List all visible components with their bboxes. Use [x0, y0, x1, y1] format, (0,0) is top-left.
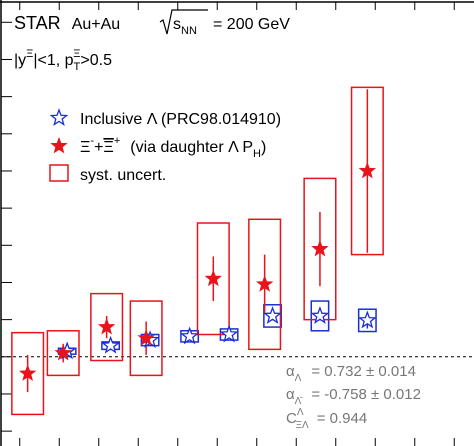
annotation-c-coefficient: CΛ ΞΛ = 0.944	[286, 407, 367, 431]
annotation-alpha-lambda: αΛ = 0.732 ± 0.014	[286, 363, 416, 384]
alpha-antilambda-symbol: α	[286, 386, 295, 403]
data-markers	[18, 161, 377, 381]
lambda-data-point	[357, 310, 377, 329]
c-sub: ΞΛ	[296, 420, 309, 431]
lambda-data-point	[219, 324, 239, 343]
sqrt-sign	[159, 9, 208, 35]
alpha-lambda-value: = 0.732 ± 0.014	[311, 363, 416, 380]
c-sup: Λ	[297, 407, 304, 418]
systematic-uncertainty-boxes	[11, 86, 384, 416]
alpha-lambda-symbol: α	[286, 363, 295, 380]
legend-label-lambda: Inclusive Λ (PRC98.014910)	[80, 111, 281, 128]
xi-syst-box	[90, 292, 124, 362]
lambda-data-point	[101, 335, 120, 354]
x-ticks-top	[19, 2, 455, 10]
legend-label-xi: Ξ-+Ξ+ (via daughter Λ PH)	[80, 135, 266, 160]
cut-pt-tail: >0.5	[80, 52, 112, 69]
header-experiment-text: STAR Au+Au	[14, 13, 120, 33]
energy-sub: NN	[181, 25, 197, 37]
xi-close-paren: )	[261, 139, 266, 156]
xi-symbol: Ξ	[80, 139, 90, 156]
xi-ph-sub: H	[253, 148, 261, 160]
lambda-syst-box	[357, 308, 377, 333]
lambda-data-point	[310, 306, 330, 324]
legend-marker-filled-star	[50, 136, 68, 154]
alpha-annotations: αΛ = 0.732 ± 0.014 αΛ̄ = -0.758 ± 0.012 CΛ…	[286, 363, 421, 431]
c-value: = 0.944	[317, 410, 367, 427]
header-energy: sNN = 200 GeV	[159, 9, 290, 37]
xi-syst-box	[248, 218, 282, 351]
xi-syst-box	[11, 331, 45, 416]
xi-syst-box	[129, 300, 163, 377]
cut-y: |y	[14, 52, 26, 69]
xi-data-point	[204, 269, 222, 287]
legend-filled-star	[50, 136, 68, 154]
c-symbol: C	[286, 410, 297, 427]
xi-antiparticle: Ξ	[103, 139, 113, 156]
lambda-syst-box	[263, 304, 282, 328]
alpha-antilambda-sub: Λ̄	[295, 396, 304, 407]
xi-data-point	[358, 161, 377, 179]
energy-s: s	[173, 16, 181, 33]
header-cuts: |yΞ|<1, pTΞ>0.5	[14, 48, 112, 73]
header-system: Au+Au	[72, 16, 120, 33]
legend-marker-open-star	[49, 108, 69, 126]
xi-syst-box	[46, 330, 80, 377]
lambda-syst-box	[310, 300, 330, 332]
xi-plus-sign: +	[94, 139, 103, 156]
legend-label-syst: syst. uncert.	[80, 167, 166, 184]
xi-data-point	[18, 364, 37, 381]
legend-marker-syst-box	[49, 164, 69, 182]
header-experiment: STAR	[14, 13, 61, 33]
xi-data-point	[311, 239, 329, 257]
lambda-data-point	[180, 326, 199, 345]
alpha-antilambda-value: = -0.758 ± 0.012	[311, 386, 421, 403]
xi-data-point	[137, 329, 155, 346]
cut-pt-sub: T	[74, 61, 81, 73]
xi-data-point	[97, 317, 116, 335]
x-ticks-bottom	[19, 438, 455, 446]
annotation-alpha-antilambda: αΛ̄ = -0.758 ± 0.012	[286, 386, 421, 407]
xi-syst-box	[350, 86, 384, 256]
xi-data-point	[255, 275, 274, 292]
xi-data-point	[54, 343, 72, 361]
alpha-lambda-sub: Λ	[295, 373, 302, 384]
xi-minus: -	[90, 135, 94, 147]
cut-y-sup: Ξ	[26, 48, 33, 60]
energy-symbol: sNN	[173, 16, 197, 37]
xi-syst-box	[196, 222, 230, 336]
energy-value: = 200 GeV	[213, 16, 290, 33]
lambda-data-point	[263, 306, 282, 324]
xi-daughter-text: (via daughter Λ P	[130, 139, 253, 156]
y-ticks-left	[1, 21, 12, 432]
legend-open-star	[49, 108, 69, 126]
legend: Inclusive Λ (PRC98.014910) Ξ-+Ξ+ (via dau…	[49, 108, 281, 184]
xi-plus: +	[114, 135, 120, 147]
cut-y-tail: |<1, p	[33, 52, 73, 69]
cut-pt-sup: Ξ	[73, 48, 80, 60]
